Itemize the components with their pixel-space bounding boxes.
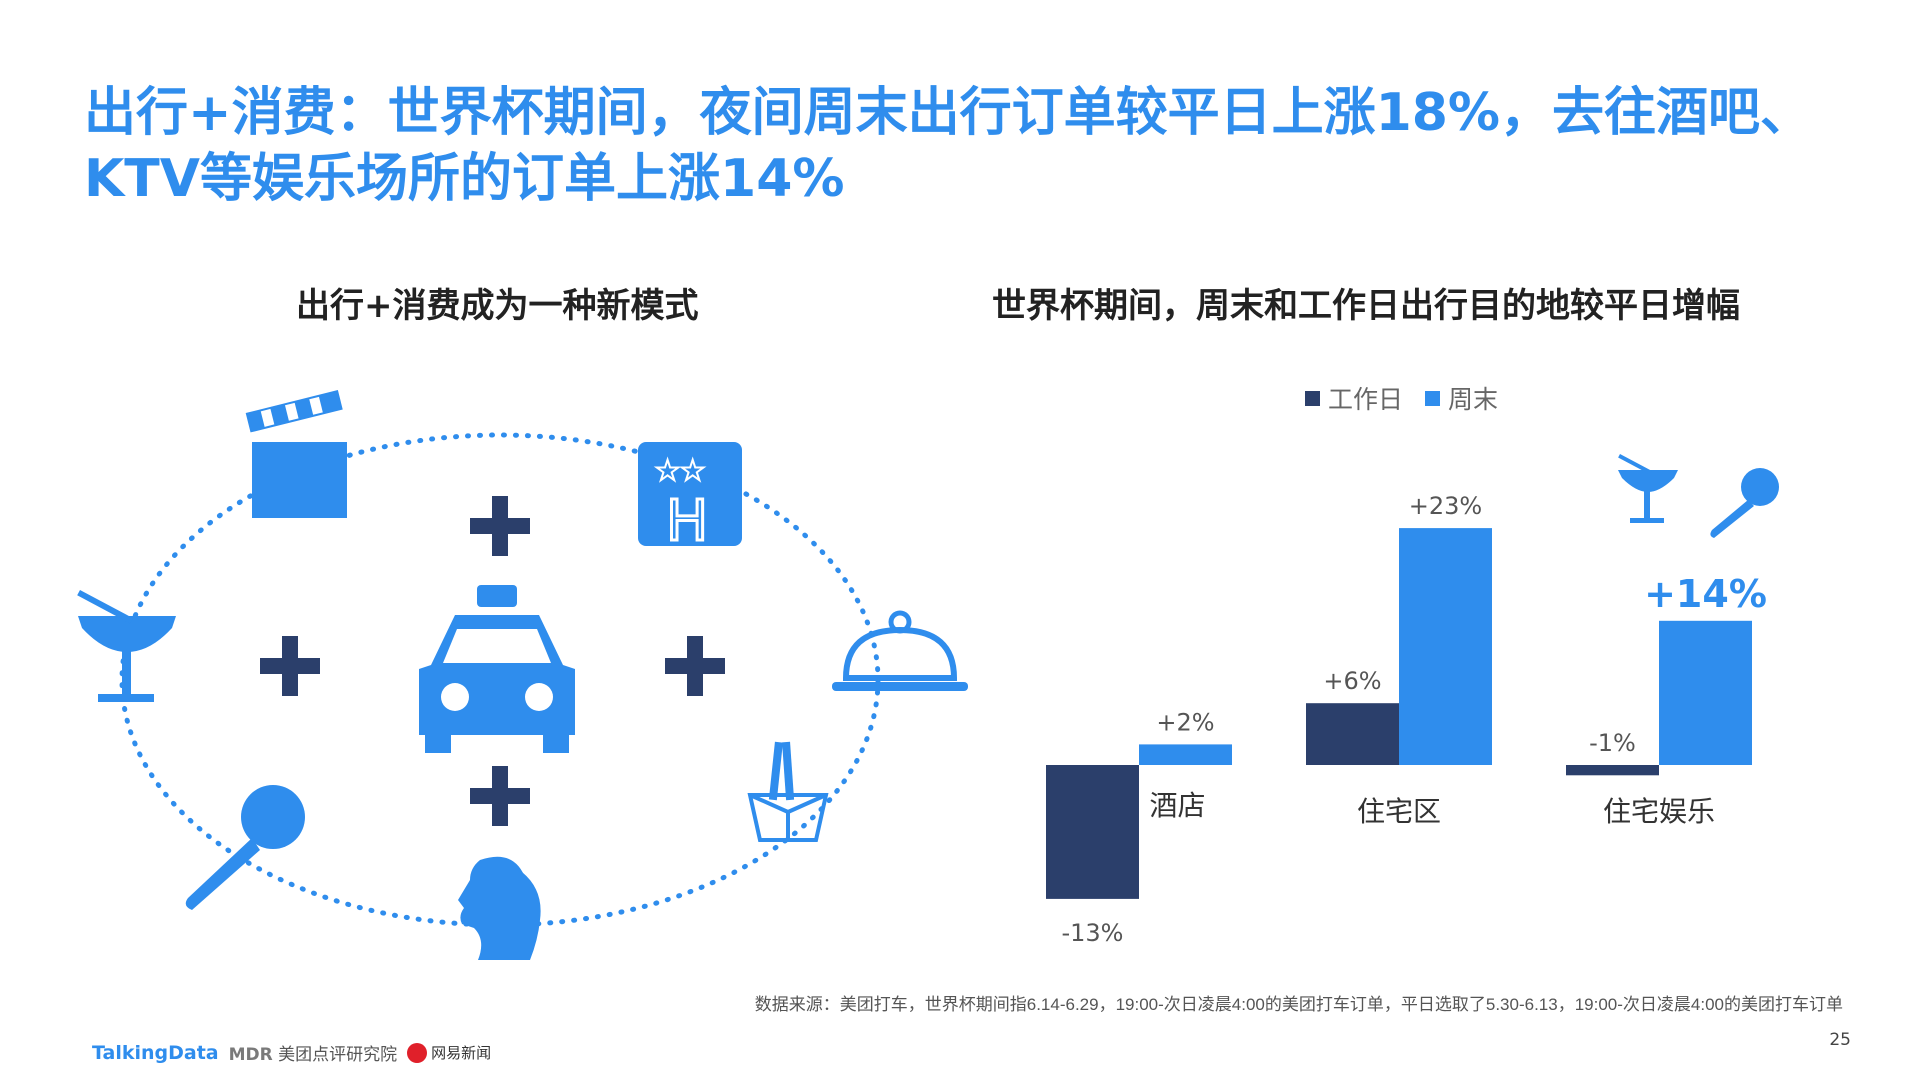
left-subtitle: 出行+消费成为一种新模式	[296, 286, 699, 326]
meituan-logo-text: 美团点评研究院	[278, 1045, 398, 1065]
plus-icon-left	[260, 636, 320, 696]
chart-title: 世界杯期间，周末和工作日出行目的地较平日增幅	[992, 286, 1740, 326]
clapperboard-icon	[245, 390, 347, 518]
page-number: 25	[1829, 1030, 1851, 1050]
bar-weekend-2	[1659, 620, 1752, 765]
legend-swatch-workday	[1305, 390, 1320, 406]
data-source-note: 数据来源：美团打车，世界杯期间指6.14-6.29，19:00-次日凌晨4:00…	[754, 995, 1843, 1014]
footer-logos: TalkingData MDR 美团点评研究院 网易新闻	[92, 1040, 491, 1066]
bar-weekend-0	[1139, 744, 1232, 765]
netease-logo-text: 网易新闻	[431, 1044, 492, 1062]
mdr-logo-text: MDR	[228, 1045, 273, 1065]
netease-badge-icon	[407, 1042, 428, 1063]
chart-microphone-icon	[1710, 468, 1779, 538]
bar-workday-0	[1046, 765, 1139, 899]
mdr-logo: MDR 美团点评研究院	[229, 1040, 398, 1065]
cocktail-icon	[77, 590, 176, 702]
category-label-1: 住宅区	[1357, 795, 1441, 828]
category-label-0: 酒店	[1149, 789, 1205, 822]
legend-item-workday: 工作日	[1305, 380, 1403, 416]
category-label-2: 住宅娱乐	[1603, 795, 1715, 828]
consumption-diagram: ★★ H	[77, 390, 968, 960]
plus-icon-right	[665, 636, 725, 696]
data-label-workday-2: -1%	[1589, 729, 1636, 757]
data-label-weekend-2: +14%	[1644, 572, 1767, 616]
legend-label-weekend: 周末	[1448, 385, 1499, 414]
talkingdata-logo: TalkingData	[92, 1041, 219, 1064]
data-label-weekend-0: +2%	[1156, 708, 1214, 736]
plus-icon-top	[470, 496, 530, 556]
svg-text:H: H	[666, 489, 708, 554]
food-cloche-icon	[832, 610, 968, 691]
plus-icon-bottom	[470, 766, 530, 826]
taxi-icon	[419, 585, 575, 753]
data-label-workday-0: -13%	[1061, 919, 1123, 947]
legend-item-weekend: 周末	[1425, 380, 1498, 416]
chart-legend: 工作日 周末	[1305, 380, 1498, 416]
woman-silhouette-icon	[458, 856, 541, 960]
data-label-workday-1: +6%	[1323, 667, 1381, 695]
legend-label-workday: 工作日	[1328, 385, 1404, 414]
bar-workday-1	[1306, 703, 1399, 765]
legend-swatch-weekend	[1425, 390, 1441, 406]
hotel-icon: ★★ H	[638, 442, 742, 556]
microphone-icon	[185, 785, 305, 910]
bar-workday-2	[1566, 765, 1659, 776]
netease-logo: 网易新闻	[407, 1042, 491, 1063]
chart-cocktail-icon	[1618, 454, 1678, 523]
takeout-box-icon	[747, 741, 829, 842]
bar-chart: -13% +2% 酒店 +6% +23% 住宅区 -1% +14% 住宅娱乐	[1046, 454, 1779, 947]
bar-weekend-1	[1399, 528, 1492, 765]
data-label-weekend-1: +23%	[1409, 492, 1482, 520]
page-title: 出行+消费：世界杯期间，夜间周末出行订单较平日上涨18%，去往酒吧、KTV等娱乐…	[84, 83, 1813, 209]
svg-text:★★: ★★	[655, 454, 705, 487]
entertainment-icons	[1618, 454, 1779, 538]
